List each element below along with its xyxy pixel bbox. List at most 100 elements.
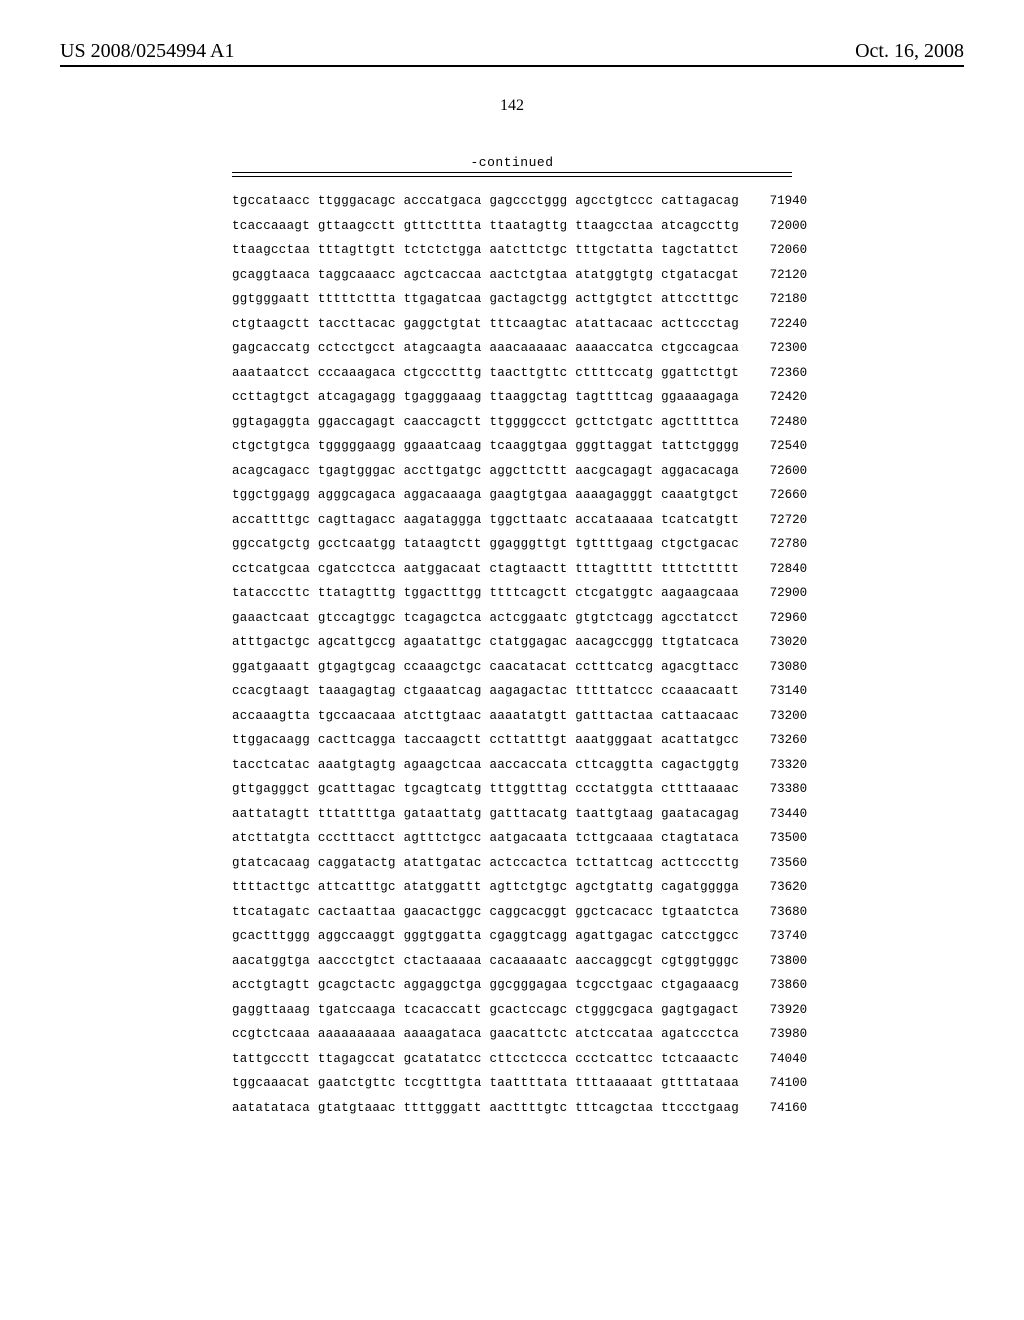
sequence-position: 72840 (739, 563, 807, 576)
sequence-text: aatatataca gtatgtaaac ttttgggatt aactttt… (232, 1102, 739, 1115)
publication-number: US 2008/0254994 A1 (60, 40, 234, 63)
sequence-row: aatatataca gtatgtaaac ttttgggatt aactttt… (232, 1102, 792, 1115)
sequence-position: 72300 (739, 342, 807, 355)
sequence-text: ctgtaagctt taccttacac gaggctgtat tttcaag… (232, 318, 739, 331)
sequence-text: accattttgc cagttagacc aagataggga tggctta… (232, 514, 739, 527)
sequence-position: 72540 (739, 440, 807, 453)
page-number: 142 (60, 97, 964, 115)
sequence-text: ccacgtaagt taaagagtag ctgaaatcag aagagac… (232, 685, 739, 698)
sequence-row: ccgtctcaaa aaaaaaaaaa aaaagataca gaacatt… (232, 1028, 792, 1041)
sequence-position: 73020 (739, 636, 807, 649)
horizontal-rule (232, 172, 792, 177)
sequence-text: acctgtagtt gcagctactc aggaggctga ggcggga… (232, 979, 739, 992)
sequence-text: gcactttggg aggccaaggt gggtggatta cgaggtc… (232, 930, 739, 943)
sequence-position: 72240 (739, 318, 807, 331)
continued-block: -continued (232, 155, 792, 177)
sequence-text: gtatcacaag caggatactg atattgatac actccac… (232, 857, 739, 870)
sequence-row: acagcagacc tgagtgggac accttgatgc aggcttc… (232, 465, 792, 478)
sequence-row: cctcatgcaa cgatcctcca aatggacaat ctagtaa… (232, 563, 792, 576)
sequence-position: 73920 (739, 1004, 807, 1017)
sequence-row: aacatggtga aaccctgtct ctactaaaaa cacaaaa… (232, 955, 792, 968)
sequence-text: gaggttaaag tgatccaaga tcacaccatt gcactcc… (232, 1004, 739, 1017)
sequence-text: ggatgaaatt gtgagtgcag ccaaagctgc caacata… (232, 661, 739, 674)
sequence-text: tggctggagg agggcagaca aggacaaaga gaagtgt… (232, 489, 739, 502)
sequence-position: 72600 (739, 465, 807, 478)
sequence-row: tattgccctt ttagagccat gcatatatcc cttcctc… (232, 1053, 792, 1066)
sequence-position: 73500 (739, 832, 807, 845)
sequence-position: 72720 (739, 514, 807, 527)
sequence-position: 73620 (739, 881, 807, 894)
sequence-row: accaaagtta tgccaacaaa atcttgtaac aaaatat… (232, 710, 792, 723)
sequence-row: ctgctgtgca tgggggaagg ggaaatcaag tcaaggt… (232, 440, 792, 453)
sequence-text: aacatggtga aaccctgtct ctactaaaaa cacaaaa… (232, 955, 739, 968)
sequence-row: aaataatcct cccaaagaca ctgccctttg taacttg… (232, 367, 792, 380)
sequence-row: ccacgtaagt taaagagtag ctgaaatcag aagagac… (232, 685, 792, 698)
sequence-position: 73800 (739, 955, 807, 968)
publication-date: Oct. 16, 2008 (855, 40, 964, 63)
sequence-row: gaaactcaat gtccagtggc tcagagctca actcgga… (232, 612, 792, 625)
sequence-position: 72060 (739, 244, 807, 257)
sequence-text: cctcatgcaa cgatcctcca aatggacaat ctagtaa… (232, 563, 739, 576)
sequence-position: 74100 (739, 1077, 807, 1090)
sequence-row: gcactttggg aggccaaggt gggtggatta cgaggtc… (232, 930, 792, 943)
sequence-position: 71940 (739, 195, 807, 208)
sequence-row: ctgtaagctt taccttacac gaggctgtat tttcaag… (232, 318, 792, 331)
sequence-row: accattttgc cagttagacc aagataggga tggctta… (232, 514, 792, 527)
sequence-text: tattgccctt ttagagccat gcatatatcc cttcctc… (232, 1053, 739, 1066)
sequence-text: atttgactgc agcattgccg agaatattgc ctatgga… (232, 636, 739, 649)
sequence-row: ggatgaaatt gtgagtgcag ccaaagctgc caacata… (232, 661, 792, 674)
sequence-row: tggctggagg agggcagaca aggacaaaga gaagtgt… (232, 489, 792, 502)
sequence-position: 72660 (739, 489, 807, 502)
sequence-row: tatacccttc ttatagtttg tggactttgg ttttcag… (232, 587, 792, 600)
sequence-position: 73860 (739, 979, 807, 992)
sequence-position: 72480 (739, 416, 807, 429)
sequence-text: aaataatcct cccaaagaca ctgccctttg taacttg… (232, 367, 739, 380)
sequence-row: aattatagtt tttattttga gataattatg gatttac… (232, 808, 792, 821)
page-header: US 2008/0254994 A1 Oct. 16, 2008 (60, 40, 964, 67)
sequence-position: 72000 (739, 220, 807, 233)
sequence-row: tacctcatac aaatgtagtg agaagctcaa aaccacc… (232, 759, 792, 772)
sequence-row: tcaccaaagt gttaagcctt gtttctttta ttaatag… (232, 220, 792, 233)
sequence-text: gcaggtaaca taggcaaacc agctcaccaa aactctg… (232, 269, 739, 282)
sequence-row: gagcaccatg cctcctgcct atagcaagta aaacaaa… (232, 342, 792, 355)
sequence-row: ttaagcctaa tttagttgtt tctctctgga aatcttc… (232, 244, 792, 257)
sequence-text: ccttagtgct atcagagagg tgagggaaag ttaaggc… (232, 391, 739, 404)
sequence-position: 73380 (739, 783, 807, 796)
sequence-text: tcaccaaagt gttaagcctt gtttctttta ttaatag… (232, 220, 739, 233)
sequence-text: tgccataacc ttgggacagc acccatgaca gagccct… (232, 195, 739, 208)
sequence-position: 73140 (739, 685, 807, 698)
sequence-text: atcttatgta ccctttacct agtttctgcc aatgaca… (232, 832, 739, 845)
sequence-position: 72780 (739, 538, 807, 551)
sequence-text: accaaagtta tgccaacaaa atcttgtaac aaaatat… (232, 710, 739, 723)
sequence-row: ggtgggaatt tttttcttta ttgagatcaa gactagc… (232, 293, 792, 306)
sequence-text: ccgtctcaaa aaaaaaaaaa aaaagataca gaacatt… (232, 1028, 739, 1041)
sequence-position: 73560 (739, 857, 807, 870)
sequence-position: 73260 (739, 734, 807, 747)
sequence-position: 72900 (739, 587, 807, 600)
sequence-position: 73440 (739, 808, 807, 821)
sequence-row: ccttagtgct atcagagagg tgagggaaag ttaaggc… (232, 391, 792, 404)
sequence-row: gtatcacaag caggatactg atattgatac actccac… (232, 857, 792, 870)
sequence-position: 72360 (739, 367, 807, 380)
sequence-position: 72420 (739, 391, 807, 404)
sequence-row: ttcatagatc cactaattaa gaacactggc caggcac… (232, 906, 792, 919)
sequence-text: ggccatgctg gcctcaatgg tataagtctt ggagggt… (232, 538, 739, 551)
sequence-position: 73680 (739, 906, 807, 919)
sequence-row: acctgtagtt gcagctactc aggaggctga ggcggga… (232, 979, 792, 992)
sequence-row: ttttacttgc attcatttgc atatggattt agttctg… (232, 881, 792, 894)
sequence-text: ttaagcctaa tttagttgtt tctctctgga aatcttc… (232, 244, 739, 257)
sequence-row: tggcaaacat gaatctgttc tccgtttgta taatttt… (232, 1077, 792, 1090)
page-container: US 2008/0254994 A1 Oct. 16, 2008 142 -co… (0, 0, 1024, 1166)
sequence-text: ggtgggaatt tttttcttta ttgagatcaa gactagc… (232, 293, 739, 306)
sequence-text: ttttacttgc attcatttgc atatggattt agttctg… (232, 881, 739, 894)
sequence-row: gttgagggct gcatttagac tgcagtcatg tttggtt… (232, 783, 792, 796)
sequence-text: tacctcatac aaatgtagtg agaagctcaa aaccacc… (232, 759, 739, 772)
sequence-row: ggccatgctg gcctcaatgg tataagtctt ggagggt… (232, 538, 792, 551)
sequence-position: 73980 (739, 1028, 807, 1041)
sequence-row: atttgactgc agcattgccg agaatattgc ctatgga… (232, 636, 792, 649)
sequence-text: ttggacaagg cacttcagga taccaagctt ccttatt… (232, 734, 739, 747)
sequence-text: acagcagacc tgagtgggac accttgatgc aggcttc… (232, 465, 739, 478)
sequence-row: ttggacaagg cacttcagga taccaagctt ccttatt… (232, 734, 792, 747)
sequence-text: ttcatagatc cactaattaa gaacactggc caggcac… (232, 906, 739, 919)
sequence-text: gaaactcaat gtccagtggc tcagagctca actcgga… (232, 612, 739, 625)
